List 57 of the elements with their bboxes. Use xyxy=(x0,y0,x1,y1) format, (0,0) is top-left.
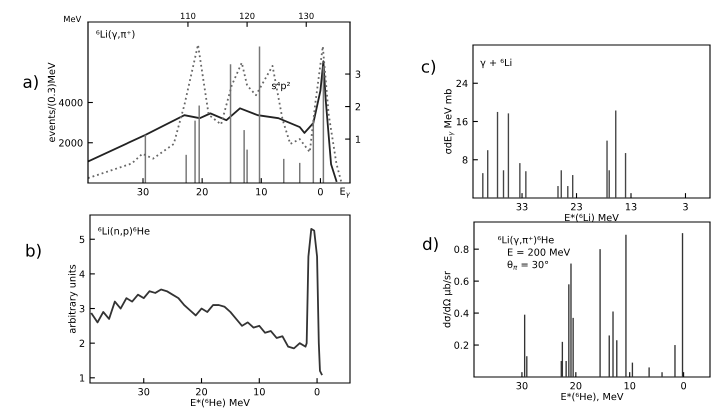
x2-tick-label: 130 xyxy=(299,12,314,19)
y-tick-label: 3 xyxy=(80,305,84,312)
text: a) xyxy=(24,75,38,90)
x-tick-label: 0 xyxy=(681,382,686,390)
y2-tick-label: 2 xyxy=(356,103,360,110)
x2-tick-label: 110 xyxy=(180,12,196,19)
annotation: ⁶Li(γ,π⁺) xyxy=(96,30,134,40)
x-tick-label: 30 xyxy=(138,388,150,396)
x2-axis-title: MeV xyxy=(64,16,82,22)
x-tick-label: 23 xyxy=(571,203,582,210)
x-tick-label: 20 xyxy=(570,382,582,390)
y-tick-label: 16 xyxy=(456,118,468,126)
x-tick-label: 30 xyxy=(516,382,528,390)
text: E$_{γ}$ xyxy=(340,188,350,198)
text: d) xyxy=(423,237,438,252)
annotation: ⁶Li(n,p)⁶He xyxy=(98,227,150,237)
x-tick-label: 20 xyxy=(196,188,208,196)
annotation: θ$_{π}$ = 30° xyxy=(508,260,548,270)
x-axis-title: E*(⁶He) MeV xyxy=(191,398,250,408)
x2-tick-label: 120 xyxy=(240,12,254,19)
x-tick-label: 10 xyxy=(624,382,636,390)
y-tick-label: 0.2 xyxy=(454,342,468,349)
y-tick-label: 24 xyxy=(456,80,468,87)
y-tick-label: 0.8 xyxy=(454,246,468,253)
y-tick-label: 5 xyxy=(80,236,84,244)
y-axis-title: arbitrary units xyxy=(68,264,78,334)
y-axis-title: events/(0.3)MeV xyxy=(48,62,56,142)
x-axis-title: E*(⁶Li) MeV xyxy=(565,214,619,222)
text: b) xyxy=(26,244,41,259)
x-tick-label: 0 xyxy=(318,188,323,196)
x-tick-label: 30 xyxy=(138,188,149,196)
annotation: s⁴p² xyxy=(272,82,290,92)
x-tick-label: 0 xyxy=(314,388,320,396)
y-axis-title: σdE$_{γ}$ MeV mb xyxy=(444,89,454,154)
x-tick-label: 3 xyxy=(683,203,688,210)
y-tick-label: 4 xyxy=(79,270,85,278)
y-tick-label: 0.6 xyxy=(454,278,469,285)
y-tick-label: 2000 xyxy=(59,139,82,147)
x-tick-label: 13 xyxy=(626,203,636,210)
x-tick-label: 10 xyxy=(256,188,267,196)
annotation: ⁶Li(γ,π⁺)⁶He xyxy=(498,236,554,246)
text: c) xyxy=(422,60,436,75)
annotation: E = 200 MeV xyxy=(508,248,570,256)
y-tick-label: 2 xyxy=(80,340,84,347)
y-tick-label: 1 xyxy=(80,374,84,382)
x-axis-title: E*(⁶He), MeV xyxy=(561,392,624,402)
x-tick-label: 20 xyxy=(196,388,208,396)
y2-tick-label: 3 xyxy=(356,70,360,78)
line-series xyxy=(90,228,323,376)
y-tick-label: 0.4 xyxy=(454,310,469,317)
y-tick-label: 8 xyxy=(462,156,468,164)
y2-tick-label: 1 xyxy=(356,136,360,143)
annotation: γ + ⁶Li xyxy=(480,58,512,68)
y-tick-label: 4000 xyxy=(58,98,82,106)
x-tick-label: 33 xyxy=(516,203,528,210)
x-tick-label: 10 xyxy=(254,388,265,396)
y-axis-title: dσ/dΩ μb/sr xyxy=(442,271,452,328)
